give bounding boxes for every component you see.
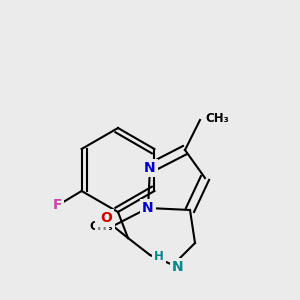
Text: H: H: [97, 220, 107, 233]
Text: N: N: [144, 161, 156, 175]
Text: F: F: [53, 198, 62, 212]
Text: CH₃: CH₃: [89, 220, 113, 233]
Text: N: N: [142, 201, 154, 215]
Text: N: N: [172, 260, 184, 274]
Text: CH₃: CH₃: [205, 112, 229, 124]
Text: H: H: [154, 250, 164, 263]
Text: O: O: [100, 211, 112, 225]
